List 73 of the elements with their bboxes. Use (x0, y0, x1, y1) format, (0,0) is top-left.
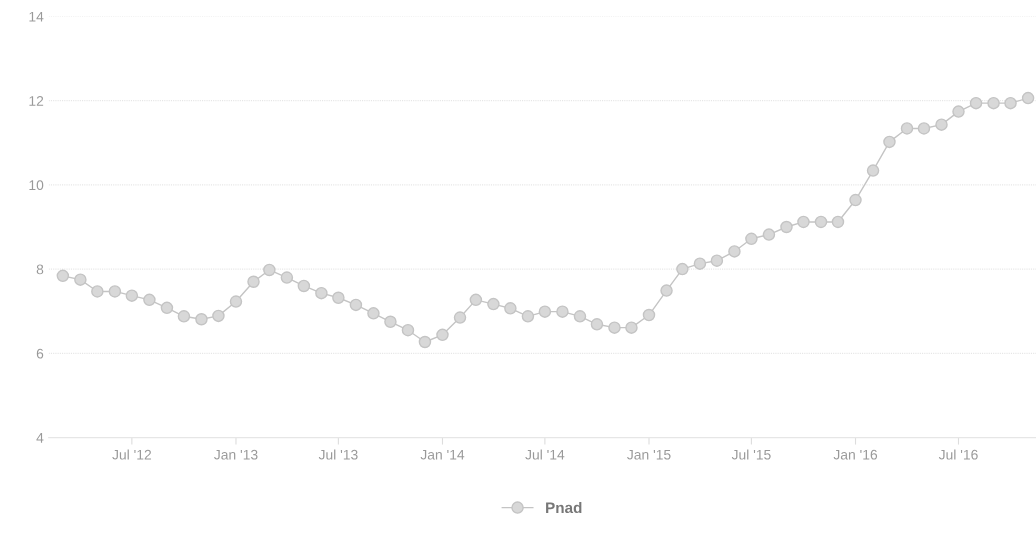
y-tick-label: 10 (29, 180, 44, 191)
point (332, 291, 345, 305)
point (453, 311, 467, 324)
point (195, 312, 208, 326)
point (160, 301, 174, 315)
point (625, 321, 638, 334)
point (797, 215, 810, 229)
point (556, 305, 569, 318)
x-tick-label: Jul '13 (318, 449, 358, 460)
point (935, 118, 948, 131)
point (1021, 91, 1035, 105)
x-tick-label: Jan '16 (833, 449, 878, 460)
point (693, 257, 707, 270)
point (367, 307, 380, 320)
point (849, 193, 862, 207)
point (297, 279, 311, 293)
point (900, 122, 914, 135)
y-tick-label: 4 (36, 433, 44, 443)
point (401, 323, 415, 337)
point (660, 284, 673, 297)
point (883, 135, 896, 149)
y-tick-label: 8 (36, 264, 44, 275)
point (780, 220, 793, 234)
point (384, 315, 397, 329)
point (315, 286, 328, 300)
x-tick-label: Jul '12 (112, 449, 152, 460)
point (521, 310, 535, 323)
x-tick-label: Jul '15 (731, 449, 771, 460)
point (469, 293, 483, 307)
y-tick-label: 14 (29, 11, 44, 22)
point (108, 285, 122, 298)
point (917, 122, 931, 135)
y-tick-label: 6 (36, 348, 44, 359)
point (745, 232, 758, 246)
point (229, 295, 243, 308)
point (831, 215, 845, 229)
point (177, 310, 191, 323)
point (280, 271, 294, 284)
point (573, 310, 587, 323)
point (987, 96, 1000, 110)
x-tick-label: Jul '16 (938, 449, 978, 460)
y-tick-label: 12 (29, 95, 44, 106)
point (642, 308, 656, 322)
point (247, 275, 260, 289)
point (436, 328, 449, 342)
point (952, 105, 965, 118)
point (212, 309, 225, 323)
point (538, 305, 552, 318)
point (487, 297, 500, 311)
point (608, 321, 621, 334)
point (676, 262, 689, 276)
point (143, 293, 156, 307)
point (710, 254, 724, 267)
point (866, 164, 880, 177)
x-tick-label: Jan '14 (420, 449, 465, 460)
point (125, 289, 139, 302)
point (349, 298, 363, 312)
x-tick-label: Jan '15 (627, 449, 671, 460)
point (74, 273, 87, 286)
point (504, 302, 517, 315)
point (590, 318, 604, 331)
point (418, 335, 432, 349)
x-tick-label: Jul '14 (525, 449, 565, 460)
point (814, 215, 828, 229)
point (1004, 96, 1017, 110)
point (969, 96, 983, 110)
point (91, 285, 104, 298)
point (263, 263, 276, 277)
legend-label: Pnad (546, 501, 582, 514)
x-tick-label: Jan '13 (214, 449, 258, 460)
point (762, 228, 776, 241)
point (728, 245, 741, 258)
point (56, 269, 70, 283)
